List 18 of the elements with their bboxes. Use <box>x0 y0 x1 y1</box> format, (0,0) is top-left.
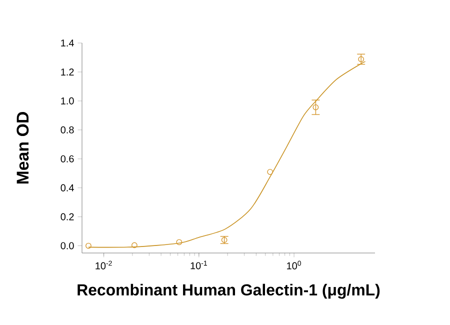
point <box>132 242 138 248</box>
y-tick-label: 0.4 <box>60 184 74 192</box>
y-tick-label: 1.2 <box>61 68 74 76</box>
x-tick-label: 10$^{-2}$ <box>96 260 112 270</box>
y-tick-label: 0.2 <box>60 213 74 220</box>
point <box>267 168 274 175</box>
y-tick-label: 1.4 <box>61 40 74 46</box>
x-tick-label: 10$^{0}$ <box>287 260 301 270</box>
point <box>86 242 92 249</box>
point <box>358 56 364 62</box>
y-axis-title: Mean OD <box>16 112 29 184</box>
y-tick-label: 0.6 <box>60 155 74 162</box>
x-axis-title: Recombinant Human Galectin-1 (μg/mL) <box>78 284 380 299</box>
y-tick-label: 1.0 <box>61 97 74 104</box>
x-tick-label: 10$^{-1}$ <box>190 260 207 270</box>
y-tick-label: 0.0 <box>60 242 74 250</box>
y-tick-label: 0.8 <box>60 126 74 134</box>
point <box>176 239 182 246</box>
